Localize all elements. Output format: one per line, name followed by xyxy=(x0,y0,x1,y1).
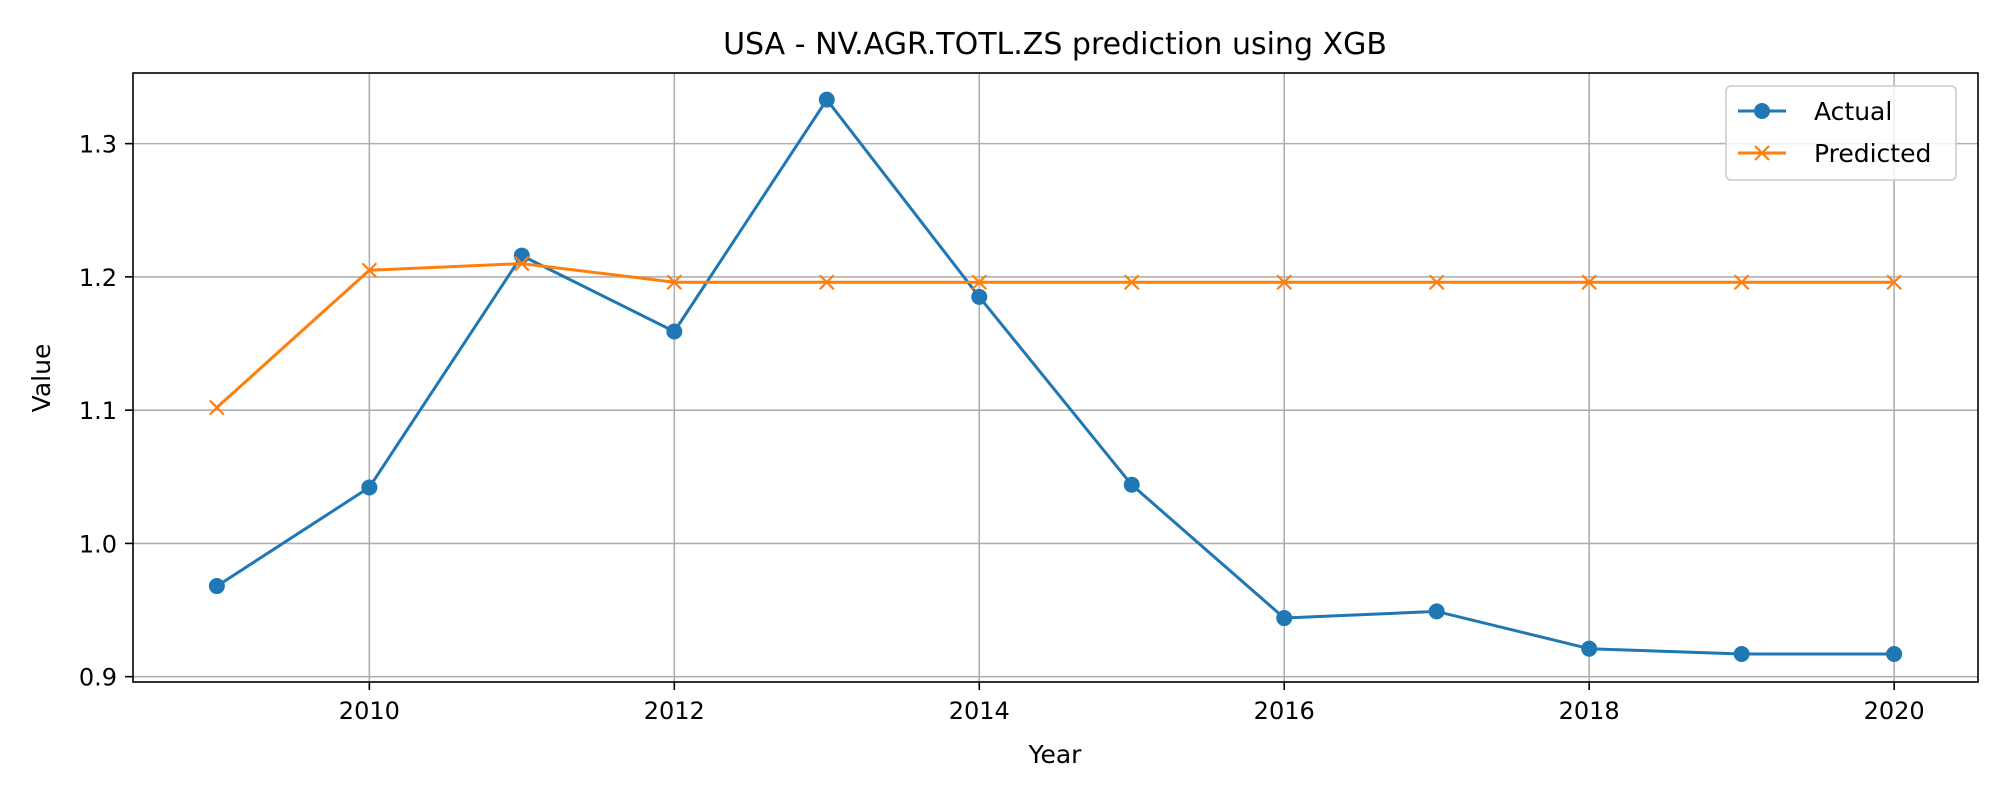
y-tick-label: 0.9 xyxy=(79,664,117,692)
x-tick-label: 2012 xyxy=(644,697,705,725)
y-axis-ticks: 0.9 1.0 1.1 1.2 1.3 xyxy=(79,131,133,692)
predicted-point xyxy=(514,255,530,272)
actual-point xyxy=(1428,603,1445,620)
x-tick-label: 2010 xyxy=(339,697,400,725)
actual-point xyxy=(208,578,225,595)
predicted-point xyxy=(1886,274,1902,290)
predicted-point xyxy=(1733,274,1750,290)
grid xyxy=(133,73,1978,682)
predicted-point xyxy=(819,274,835,290)
y-tick-label: 1.2 xyxy=(79,264,117,292)
actual-point xyxy=(1886,646,1903,663)
predicted-point xyxy=(361,262,378,279)
series-actual xyxy=(208,91,1903,663)
x-axis-title: Year xyxy=(1028,740,1083,769)
predicted-point xyxy=(666,274,683,290)
predicted-point xyxy=(1123,274,1140,290)
plot-frame xyxy=(132,72,1979,683)
predicted-point xyxy=(1276,274,1292,290)
legend-marker xyxy=(1754,145,1770,161)
actual-point xyxy=(666,323,683,340)
series-predicted xyxy=(209,255,1902,416)
y-axis-title: Value xyxy=(27,344,56,413)
x-tick-label: 2014 xyxy=(949,697,1010,725)
predicted-point xyxy=(1428,274,1445,290)
predicted-point xyxy=(209,399,225,416)
legend-marker xyxy=(1754,103,1770,119)
x-axis-ticks: 2010 2012 2014 2016 2018 2020 xyxy=(339,682,1925,725)
actual-point xyxy=(818,91,835,108)
actual-point xyxy=(361,479,378,496)
actual-point xyxy=(1123,476,1140,493)
actual-point xyxy=(971,288,988,305)
predicted-point xyxy=(1581,274,1597,290)
chart-title: USA - NV.AGR.TOTL.ZS prediction using XG… xyxy=(723,27,1387,62)
legend: Actual Predicted xyxy=(1725,85,1957,181)
y-tick-label: 1.3 xyxy=(79,131,117,159)
actual-point xyxy=(513,247,530,264)
legend-label: Actual xyxy=(1814,97,1892,126)
actual-point xyxy=(1581,640,1598,657)
x-tick-label: 2018 xyxy=(1559,697,1620,725)
x-tick-label: 2016 xyxy=(1254,697,1315,725)
legend-item-predicted: Predicted xyxy=(1738,139,1931,168)
legend-label: Predicted xyxy=(1814,139,1931,168)
predicted-series-line xyxy=(215,262,1895,409)
actual-series-line xyxy=(216,98,1895,656)
series-layer xyxy=(208,91,1903,663)
y-tick-label: 1.1 xyxy=(79,397,117,425)
actual-point xyxy=(1276,610,1293,627)
y-tick-label: 1.0 xyxy=(79,530,117,558)
x-tick-label: 2020 xyxy=(1864,697,1925,725)
legend-item-actual: Actual xyxy=(1738,97,1892,126)
actual-point xyxy=(1733,646,1750,663)
predicted-point xyxy=(971,274,988,290)
